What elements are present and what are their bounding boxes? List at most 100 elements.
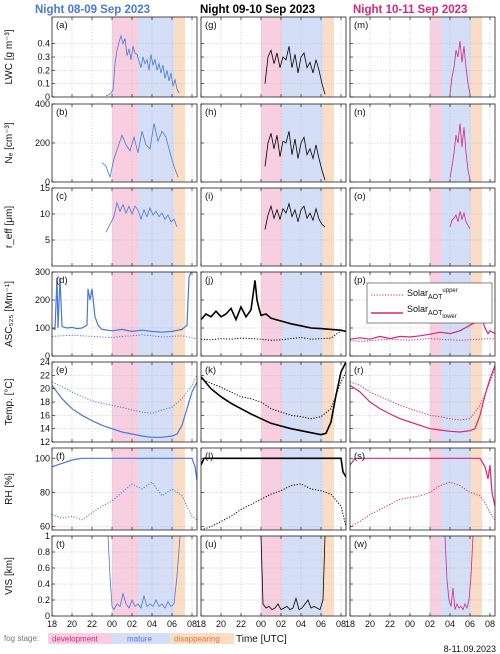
stage-band-development	[112, 448, 138, 530]
y-axis-label: r_eff [μm]	[4, 206, 15, 248]
stage-band-disappearing	[323, 536, 334, 616]
series-line	[264, 46, 326, 95]
x-axis-label: Time [UTC]	[236, 634, 287, 645]
panel-b: 0 200 400 (b)	[35, 99, 198, 187]
panel-letter: (i)	[205, 191, 213, 202]
series-solar-aot-lower	[350, 311, 495, 340]
series-solar-aot-upper	[350, 481, 495, 528]
panel-s: (s)	[349, 447, 496, 531]
panel-letter: (w)	[354, 539, 367, 550]
series-line	[264, 131, 326, 181]
y-tick-label: 24	[40, 357, 50, 367]
x-tick-label: 18	[196, 619, 206, 629]
series-line	[444, 536, 474, 611]
y-tick-label: 0	[45, 351, 50, 361]
stage-band-development	[261, 272, 282, 356]
series-solar-aot-upper	[201, 483, 346, 530]
series-line	[107, 536, 181, 611]
y-tick-label: 0.4	[37, 579, 50, 589]
stage-band-mature	[138, 362, 174, 442]
y-axis-label: RH [%]	[4, 473, 15, 505]
stage-band-disappearing	[323, 448, 334, 530]
series-line	[260, 536, 326, 611]
panel-frame	[349, 535, 496, 617]
stage-swatch-disappearing	[170, 633, 234, 644]
fog-stage-label: fog stage:	[4, 634, 39, 643]
x-tick-label: 02	[127, 619, 137, 629]
y-tick-label: 0.4	[37, 39, 50, 49]
y-tick-label: 22	[40, 370, 50, 380]
panel-letter: (g)	[205, 20, 217, 31]
panel-letter: (r)	[354, 365, 364, 376]
x-tick-label: 08	[336, 619, 346, 629]
panel-letter: (f)	[56, 451, 65, 462]
stage-band-disappearing	[471, 448, 482, 530]
panel-frame	[349, 271, 496, 357]
stage-band-mature	[282, 272, 323, 356]
stage-label-mature: mature	[127, 635, 152, 644]
y-axis-label: Temp. [°C]	[4, 378, 15, 425]
stage-band-mature	[138, 188, 174, 266]
stage-band-development	[112, 272, 138, 356]
legend-box	[366, 282, 493, 324]
panel-o: (o)	[349, 187, 496, 267]
panel-letter: (c)	[56, 191, 67, 202]
stage-band-development	[112, 188, 138, 266]
panel-letter: (o)	[354, 191, 366, 202]
stage-band-mature	[138, 104, 174, 182]
x-tick-label: 20	[365, 619, 375, 629]
series-line	[105, 34, 180, 97]
stage-band-disappearing	[174, 188, 185, 266]
panel-g: (g)	[200, 16, 347, 98]
y-axis-label: ASC₅₂₅ [Mm⁻¹]	[4, 281, 15, 347]
column-titles: Night 08-09 Sep 2023 Night 09-10 Sep 202…	[35, 4, 467, 16]
panel-letter: (u)	[205, 539, 217, 550]
series-solar-aot-lower	[52, 457, 197, 481]
stage-band-disappearing	[323, 272, 334, 356]
panel-frame	[51, 447, 198, 531]
panel-k: (k)	[200, 361, 347, 443]
y-tick-label: 0	[45, 92, 50, 102]
series-solar-aot-upper	[350, 368, 495, 421]
y-tick-label: 0.2	[37, 65, 50, 75]
stage-band-mature	[138, 272, 174, 356]
stage-band-mature	[441, 448, 471, 530]
series-solar-aot-lower	[52, 381, 197, 438]
y-tick-label: 0.6	[37, 563, 50, 573]
x-tick-label: 00	[405, 619, 415, 629]
x-tick-label: 18	[47, 619, 57, 629]
y-axis-label: VIS [km]	[4, 557, 15, 595]
stage-band-development	[261, 448, 282, 530]
panel-frame	[200, 535, 347, 617]
panel-f: 60 80 100 (f)	[35, 447, 198, 532]
panel-m: (m)	[349, 16, 496, 98]
y-tick-label: 100	[35, 453, 50, 463]
series-line	[449, 123, 471, 181]
column-title-1: Night 08-09 Sep 2023	[35, 4, 150, 16]
series-solar-aot-lower	[350, 365, 495, 433]
x-tick-label: 22	[385, 619, 395, 629]
y-tick-label: 14	[40, 424, 50, 434]
x-tick-label: 08	[187, 619, 197, 629]
stage-band-disappearing	[471, 536, 482, 616]
panel-w: (w) 18 20 22 00 02 04 06 08	[345, 535, 496, 629]
y-tick-label: 200	[35, 138, 50, 148]
panel-letter: (p)	[354, 275, 366, 286]
panel-j: (j)	[200, 271, 347, 357]
y-tick-label: 80	[40, 487, 50, 497]
stage-band-mature	[282, 188, 323, 266]
x-tick-label: 04	[445, 619, 455, 629]
y-tick-label: 0	[45, 611, 50, 621]
panel-n: (n)	[349, 103, 496, 183]
panel-letter: (k)	[205, 365, 216, 376]
y-tick-label: 0	[45, 177, 50, 187]
y-tick-label: 200	[35, 295, 50, 305]
y-tick-label: 60	[40, 522, 50, 532]
stage-band-development	[261, 536, 282, 616]
column-title-2: Night 09-10 Sep 2023	[200, 4, 315, 16]
x-tick-label: 22	[87, 619, 97, 629]
panel-frame	[200, 271, 347, 357]
x-tick-label: 02	[276, 619, 286, 629]
panel-t: 0 0.2 0.4 0.6 0.8 1 (t) 18 20 22 00 02 04 06 08	[37, 531, 198, 629]
